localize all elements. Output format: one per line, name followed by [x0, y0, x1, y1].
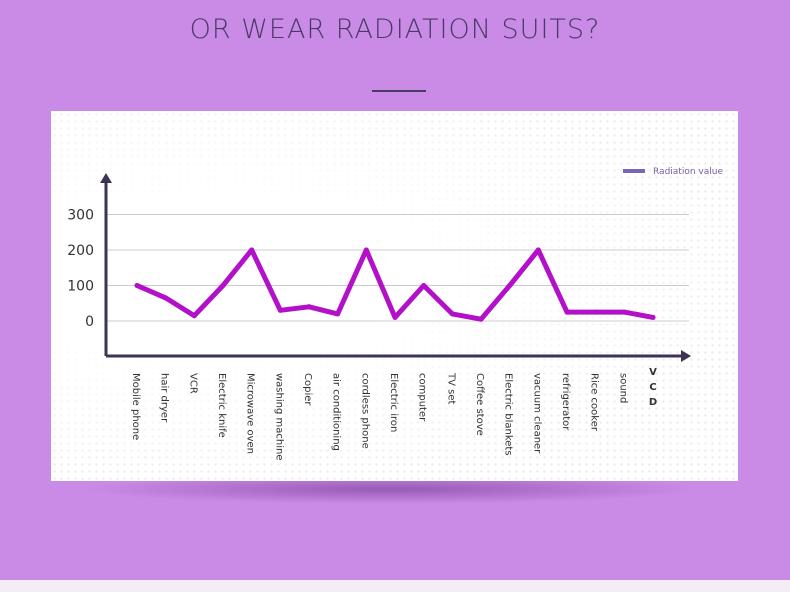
data-point — [535, 247, 541, 253]
data-point — [421, 283, 427, 288]
y-tick-label: 0 — [85, 314, 94, 330]
data-point — [249, 247, 255, 253]
data-point — [392, 314, 398, 320]
y-tick-label: 300 — [67, 208, 94, 224]
data-point — [163, 295, 169, 301]
page-title: OR WEAR RADIATION SUITS? — [189, 14, 601, 45]
x-tick-label: cordless phone — [359, 373, 370, 449]
data-point — [621, 309, 627, 315]
data-point — [277, 307, 283, 313]
y-axis-arrow — [100, 173, 112, 183]
data-point — [650, 314, 656, 320]
bottom-strip — [0, 580, 790, 592]
chart-card: 300 200 100 0 Mobile phone hair dryer VCR Elect… — [51, 111, 738, 481]
x-tick-label: refrigerator — [560, 373, 571, 431]
x-tick-label: Mobile phone — [130, 373, 141, 440]
radiation-line-chart: 300 200 100 0 Mobile phone hair dryer VCR Elect… — [67, 167, 723, 460]
x-tick-label: TV set — [445, 372, 456, 404]
data-point — [449, 311, 455, 317]
data-point — [134, 283, 140, 288]
x-tick-label: Electric blankets — [503, 373, 514, 456]
y-tick-label: 100 — [67, 279, 94, 295]
x-tick-label: Electric knife — [216, 373, 227, 438]
x-tick-label: hair dryer — [159, 373, 170, 423]
x-tick-label: Microwave oven — [245, 373, 256, 454]
x-tick-label: Copier — [302, 373, 313, 406]
data-point — [507, 283, 513, 288]
x-tick-label: vacuum cleaner — [531, 373, 542, 454]
data-point — [363, 247, 369, 253]
legend-label: Radiation value — [653, 167, 723, 177]
x-tick-label: sound — [617, 373, 628, 403]
x-tick-label: air conditioning — [331, 373, 342, 451]
data-point — [564, 309, 570, 315]
x-tick-label: washing machine — [273, 373, 284, 460]
data-point — [335, 311, 341, 317]
x-tick-label: VCR — [187, 373, 198, 394]
x-tick-label: Coffee stove — [474, 373, 485, 436]
x-tick-label: computer — [417, 373, 428, 422]
data-point — [220, 283, 226, 288]
x-tick-label: Electric iron — [388, 373, 399, 432]
y-tick-label: 200 — [67, 243, 94, 259]
title-divider — [372, 90, 426, 92]
data-point — [593, 309, 599, 315]
x-axis-arrow — [681, 350, 691, 362]
data-point — [478, 316, 484, 322]
series-line — [134, 247, 656, 322]
data-point — [306, 304, 312, 310]
data-point — [191, 313, 197, 319]
x-tick-label: Rice cooker — [589, 373, 600, 432]
